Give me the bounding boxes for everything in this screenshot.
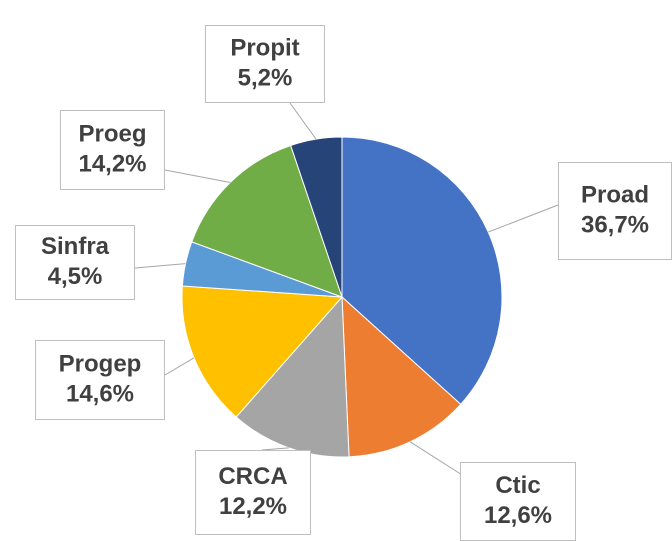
- leader-line: [289, 102, 317, 140]
- label-box: [35, 340, 165, 420]
- pie-slice: [341, 295, 462, 458]
- leader-line: [134, 263, 186, 269]
- pie-slice: [290, 136, 343, 298]
- category-label: Ctic: [495, 472, 540, 499]
- pie-slice: [191, 144, 343, 298]
- label-box: [205, 25, 325, 103]
- label-box: [460, 462, 576, 541]
- value-label: 14,2%: [78, 150, 146, 177]
- leader-line: [261, 447, 289, 451]
- category-label: Proeg: [78, 120, 146, 147]
- category-label: Propit: [230, 34, 299, 61]
- category-label: CRCA: [218, 463, 287, 490]
- label-box: [558, 162, 672, 260]
- category-label: Sinfra: [41, 233, 110, 260]
- category-label: Progep: [59, 350, 142, 377]
- pie-slice: [235, 295, 350, 458]
- label-box: [15, 225, 135, 300]
- leader-line: [164, 169, 231, 183]
- leader-line: [488, 204, 559, 233]
- label-box: [195, 450, 311, 535]
- value-label: 5,2%: [238, 64, 293, 91]
- category-label: Proad: [581, 181, 649, 208]
- value-label: 12,2%: [219, 493, 287, 520]
- value-label: 12,6%: [484, 502, 552, 529]
- value-label: 4,5%: [48, 263, 103, 290]
- value-label: 14,6%: [66, 380, 134, 407]
- leader-line: [164, 357, 195, 376]
- value-label: 36,7%: [581, 211, 649, 238]
- label-box: [60, 110, 165, 190]
